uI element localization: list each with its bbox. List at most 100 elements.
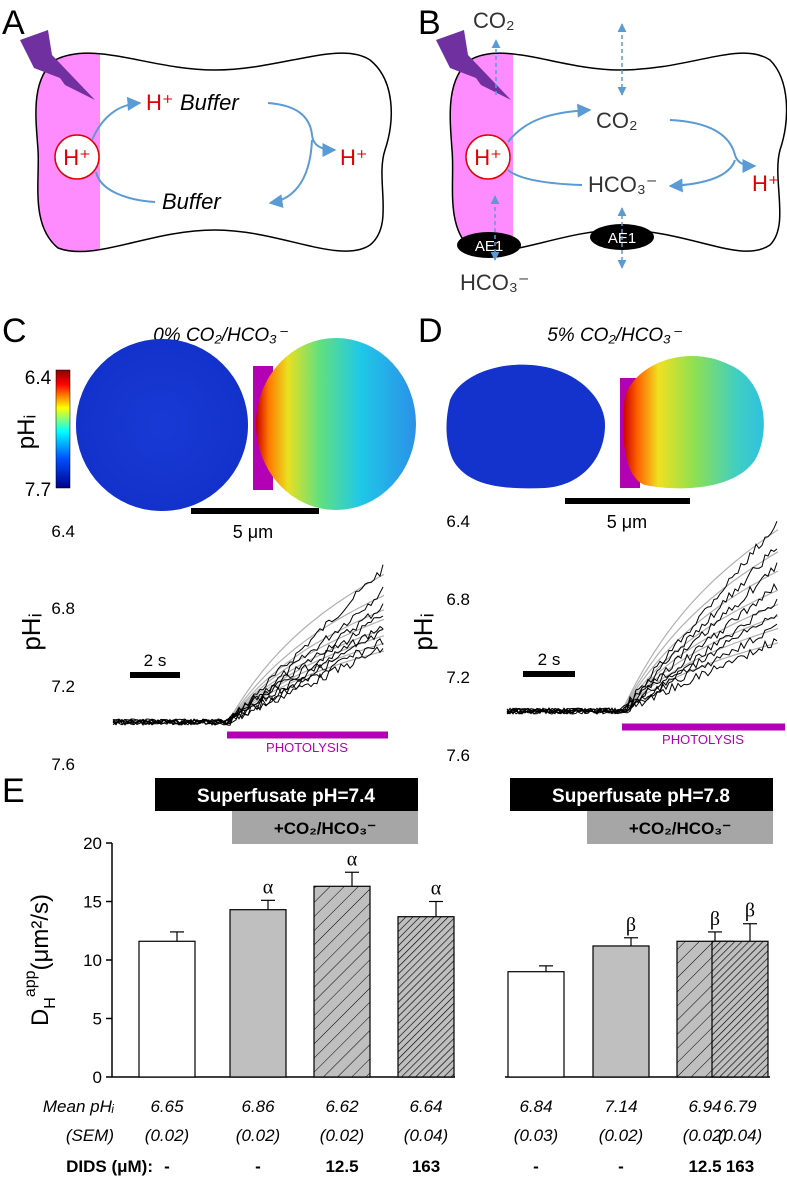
ytick-c-2: 7.2 — [51, 677, 75, 696]
scale-label-c: 5 μm — [233, 522, 273, 542]
panel-letter-a: A — [2, 4, 25, 42]
d-trace-0 — [506, 521, 778, 715]
header-left-box — [155, 778, 418, 811]
ytick-d-2: 7.2 — [446, 668, 470, 687]
dids-value-3: 163 — [412, 1157, 440, 1176]
d-fit-1 — [621, 551, 779, 712]
c-fit-1 — [227, 594, 385, 723]
arrow-hco3-back-b — [507, 169, 583, 186]
co2-right: +CO₂/HCO₃⁻ — [629, 819, 731, 838]
ytick-label-0: 0 — [93, 1068, 102, 1087]
mean-label: Mean pHᵢ — [43, 1097, 115, 1116]
panel-letter-c: C — [2, 312, 27, 350]
significance-marker-2: α — [347, 848, 358, 870]
mean-value-5: 7.14 — [604, 1097, 637, 1116]
dids-value-2: 12.5 — [325, 1157, 358, 1176]
title-c: 0% CO₂/HCO₃⁻ — [153, 325, 289, 346]
panel-letter-e: E — [2, 772, 25, 810]
proton-circle-a — [54, 134, 100, 180]
bar-2 — [313, 885, 371, 1078]
ytick-d-0: 6.4 — [446, 512, 470, 531]
bar-3 — [397, 916, 455, 1078]
c-fit-6 — [227, 642, 385, 723]
sem-value-1: (0.02) — [236, 1126, 280, 1145]
panel-d: D 5% CO₂/HCO₃⁻ 5 μm 6.4 6.8 7.2 7.6 pHᵢ … — [408, 312, 785, 765]
panel-letter-d: D — [418, 312, 443, 350]
sem-value-7: (0.04) — [718, 1126, 762, 1145]
d-fit-0 — [621, 529, 779, 712]
sem-value-6: (0.02) — [683, 1126, 727, 1145]
trace-group-c — [112, 564, 385, 726]
ylabel-sub: H — [42, 997, 59, 1009]
ylabel-units: (μm²/s) — [27, 894, 54, 970]
d-trace-5 — [506, 614, 778, 715]
c-fit-0 — [227, 573, 385, 723]
significance-marker-5: β — [626, 914, 636, 936]
ytick-label-2: 10 — [83, 951, 102, 970]
ytick-label-4: 20 — [83, 834, 102, 853]
d-trace-3 — [506, 582, 778, 715]
dids-value-6: 12.5 — [688, 1157, 721, 1176]
bar-4 — [507, 971, 565, 1078]
sem-value-0: (0.02) — [145, 1126, 189, 1145]
significance-marker-6: β — [710, 908, 720, 930]
scale-label-d: 5 μm — [607, 512, 647, 532]
significance-marker-7: β — [745, 900, 755, 922]
mean-value-2: 6.62 — [325, 1097, 359, 1116]
bar-0 — [138, 940, 196, 1078]
ae1-transporter-left — [457, 232, 521, 258]
photolysis-label-d: PHOTOLYSIS — [662, 732, 744, 747]
trace-group-d — [506, 521, 779, 715]
bar-stats-table: 6.65 (0.02) - 6.86 (0.02) - 6.62 (0.02) 12.5 6.64… — [145, 1097, 762, 1176]
colorbar-bottom-label: 7.7 — [25, 480, 51, 501]
proton-released-a: H⁺ — [340, 145, 368, 170]
ylabel-main: D — [27, 1009, 54, 1026]
bar-chart: α α α β β β — [138, 848, 769, 1078]
arrow-to-buffer-a — [268, 139, 313, 209]
bar-5 — [592, 945, 650, 1078]
mean-value-0: 6.65 — [150, 1097, 184, 1116]
sem-value-4: (0.03) — [514, 1126, 558, 1145]
ytick-c-1: 6.8 — [51, 599, 75, 618]
svg-text:DHapp(μm²/s): DHapp(μm²/s) — [22, 894, 59, 1026]
co2-left-box — [232, 811, 418, 844]
mean-label-text: Mean pHᵢ — [43, 1097, 115, 1116]
cell-outline-b — [449, 52, 787, 253]
dids-value-0: - — [164, 1157, 170, 1176]
header-right: Superfusate pH=7.8 — [552, 786, 730, 807]
ytick-c-3: 7.6 — [51, 755, 75, 774]
c-trace-5 — [112, 629, 384, 726]
ytick-d-3: 7.6 — [446, 746, 470, 765]
arrow-to-hco3-b — [668, 159, 736, 193]
buffer-a: Buffer — [162, 189, 222, 214]
title-d: 5% CO₂/HCO₃⁻ — [547, 325, 683, 346]
dids-label: DIDS (μM): — [66, 1157, 153, 1176]
header-right-box — [510, 778, 773, 811]
co2-out: CO₂ — [473, 8, 515, 33]
d-fit-2 — [621, 570, 779, 712]
ylabel-e: DHapp(μm²/s) — [22, 894, 59, 1026]
ylabel-c: pHᵢ — [16, 613, 46, 650]
co2-left: +CO₂/HCO₃⁻ — [274, 819, 376, 838]
ytick-c-0: 6.4 — [51, 522, 75, 541]
cell-image-control-d — [446, 364, 605, 489]
sem-value-5: (0.02) — [599, 1126, 643, 1145]
significance-marker-3: α — [431, 878, 442, 900]
ytick-d-1: 6.8 — [446, 590, 470, 609]
ylabel-sup: app — [22, 970, 39, 997]
proton-a: H⁺ — [63, 145, 91, 170]
co2-right-box — [587, 811, 773, 844]
sem-value-3: (0.04) — [404, 1126, 448, 1145]
proton-released-b: H⁺ — [752, 171, 780, 196]
sem-value-2: (0.02) — [320, 1126, 364, 1145]
colorbar-top-label: 6.4 — [25, 368, 52, 389]
dids-value-1: - — [255, 1157, 261, 1176]
panel-a: A H⁺ H⁺ Buffer H⁺ Buffer — [2, 4, 392, 253]
hbuffer-h: H⁺ — [146, 90, 174, 115]
ylabel-d: pHᵢ — [408, 613, 438, 650]
panel-b: B CO₂ H⁺ CO₂ H⁺ HCO₃⁻ AE1 AE1 HCO₃⁻ — [418, 4, 787, 295]
cell-image-photolysis-d — [623, 356, 764, 489]
d-trace-6 — [506, 623, 778, 715]
sem-label: (SEM) — [66, 1126, 114, 1145]
